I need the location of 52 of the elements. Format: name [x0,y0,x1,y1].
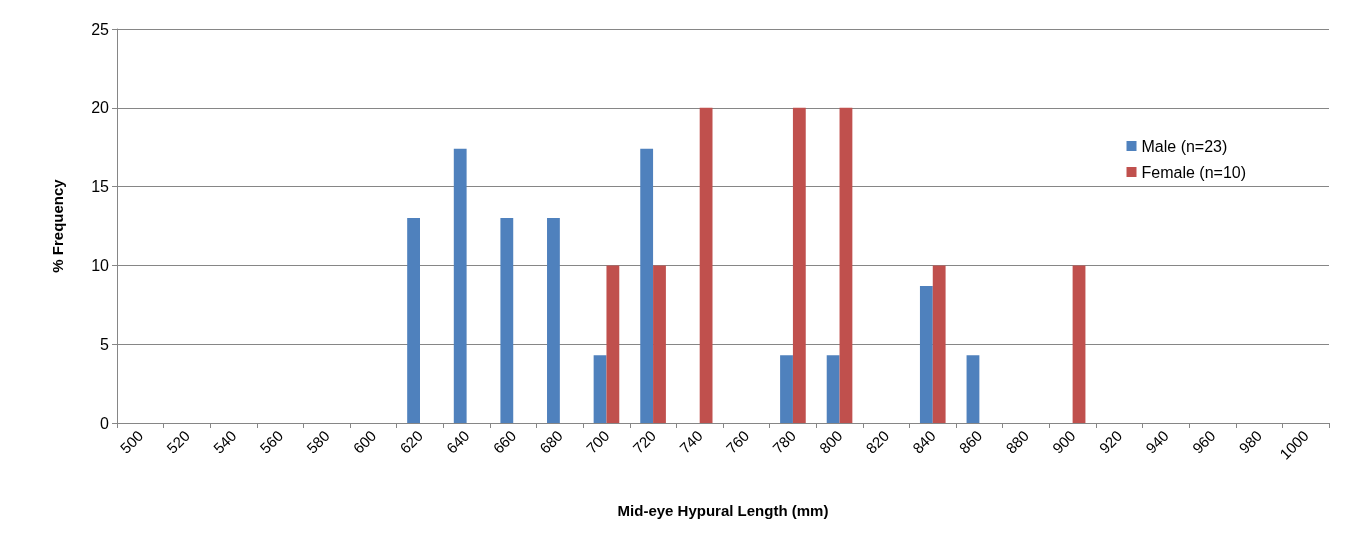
x-tick-label: 660 [489,426,520,457]
y-axis-title: % Frequency [49,178,66,273]
bar [407,218,420,423]
x-tick-label: 500 [116,426,147,457]
x-tick-label: 680 [536,426,566,457]
bar [606,265,620,423]
x-tick-label: 880 [1002,426,1033,457]
x-tick-label: 560 [256,426,287,457]
bar [453,148,467,423]
y-tick-label: 10 [91,256,110,274]
bar [966,355,980,423]
x-tick-label: 940 [1142,426,1172,457]
bar [780,355,793,423]
x-tick-label: 620 [396,426,427,457]
x-tick-label: 980 [1235,426,1266,457]
x-tick-label: 720 [629,426,660,457]
y-tick-label: 25 [91,20,110,38]
x-tick-label: 900 [1048,426,1079,457]
x-tick-label: 700 [582,426,613,457]
x-tick-label: 800 [815,426,846,457]
x-tick-label: 860 [955,426,986,457]
bar [640,148,654,423]
x-tick-label: 820 [862,426,893,457]
bar [839,107,853,423]
bar [792,107,806,423]
bar [919,285,933,423]
x-tick-label: 600 [349,426,380,457]
x-tick-label: 760 [722,426,753,457]
x-tick-label: 740 [675,426,706,457]
bar [826,355,840,423]
legend-label: Female (n=10) [1141,163,1247,181]
x-tick-label: 540 [209,426,240,457]
bar [593,355,607,423]
bar [547,218,560,423]
y-tick-label: 15 [91,178,110,196]
y-tick-label: 5 [100,335,110,353]
bar [653,265,666,423]
bar [932,265,946,423]
x-tick-label: 520 [163,426,193,457]
x-tick-label: 640 [442,426,473,457]
x-tick-label: 580 [303,426,333,457]
x-axis-title: Mid-eye Hypural Length (mm) [617,502,829,519]
x-tick-label: 780 [769,426,799,457]
bar [1072,265,1086,423]
x-tick-label: 840 [909,426,939,457]
bar [699,107,713,423]
y-tick-label: 0 [100,414,110,432]
bar [500,218,514,423]
legend-label: Male (n=23) [1141,137,1228,155]
x-tick-label: 960 [1188,426,1219,457]
x-tick-label: 920 [1095,426,1126,457]
y-tick-label: 20 [91,99,110,117]
